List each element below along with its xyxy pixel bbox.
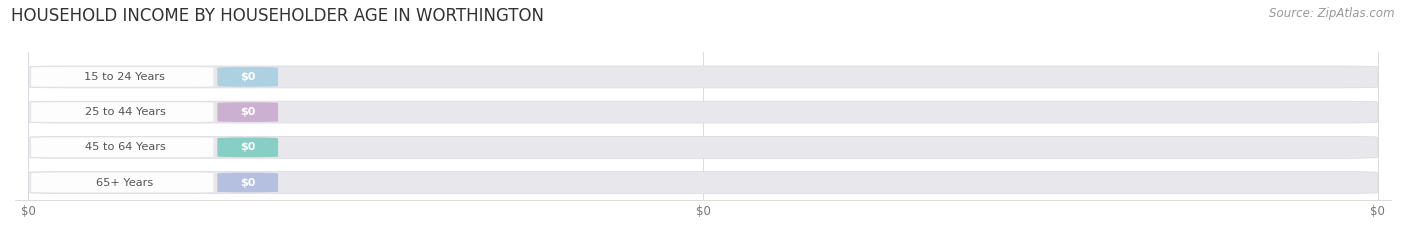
- Text: $0: $0: [240, 107, 256, 117]
- FancyBboxPatch shape: [31, 102, 214, 122]
- Text: 65+ Years: 65+ Years: [97, 178, 153, 188]
- Text: 15 to 24 Years: 15 to 24 Years: [84, 72, 166, 82]
- Text: Source: ZipAtlas.com: Source: ZipAtlas.com: [1270, 7, 1395, 20]
- Text: HOUSEHOLD INCOME BY HOUSEHOLDER AGE IN WORTHINGTON: HOUSEHOLD INCOME BY HOUSEHOLDER AGE IN W…: [11, 7, 544, 25]
- Text: $0: $0: [240, 72, 256, 82]
- FancyBboxPatch shape: [28, 172, 1378, 193]
- Text: 45 to 64 Years: 45 to 64 Years: [84, 142, 166, 152]
- FancyBboxPatch shape: [31, 67, 214, 87]
- FancyBboxPatch shape: [218, 67, 278, 87]
- FancyBboxPatch shape: [31, 173, 214, 192]
- Text: $0: $0: [240, 178, 256, 188]
- FancyBboxPatch shape: [28, 66, 1378, 88]
- FancyBboxPatch shape: [218, 102, 278, 122]
- FancyBboxPatch shape: [218, 173, 278, 192]
- Text: $0: $0: [240, 142, 256, 152]
- FancyBboxPatch shape: [28, 101, 1378, 123]
- FancyBboxPatch shape: [31, 137, 214, 157]
- FancyBboxPatch shape: [28, 136, 1378, 158]
- FancyBboxPatch shape: [218, 137, 278, 157]
- Text: 25 to 44 Years: 25 to 44 Years: [84, 107, 166, 117]
